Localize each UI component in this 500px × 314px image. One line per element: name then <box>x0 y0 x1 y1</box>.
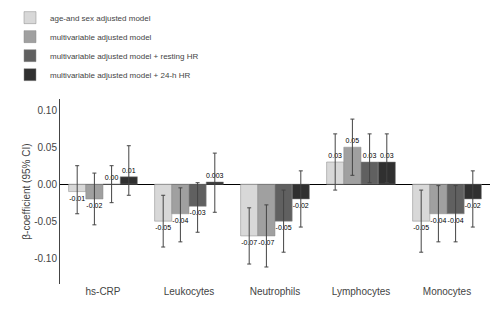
svg-text:multivariable adjusted model +: multivariable adjusted model + 24-h HR <box>50 71 191 80</box>
svg-text:-0.07: -0.07 <box>241 239 257 246</box>
svg-text:0.00: 0.00 <box>38 179 58 190</box>
svg-text:0.10: 0.10 <box>38 105 58 116</box>
svg-text:-0.04: -0.04 <box>430 217 446 224</box>
svg-text:-0.02: -0.02 <box>293 202 309 209</box>
svg-text:0.03: 0.03 <box>363 152 377 159</box>
svg-text:-0.05: -0.05 <box>413 224 429 231</box>
svg-text:0.03: 0.03 <box>328 152 342 159</box>
svg-text:Lymphocytes: Lymphocytes <box>332 286 391 297</box>
svg-text:β-coefficient (95% CI): β-coefficient (95% CI) <box>21 143 32 239</box>
svg-text:-0.02: -0.02 <box>86 202 102 209</box>
svg-text:-0.04: -0.04 <box>172 217 188 224</box>
svg-text:hs-CRP: hs-CRP <box>85 286 120 297</box>
svg-text:-0.04: -0.04 <box>448 217 464 224</box>
svg-text:Monocytes: Monocytes <box>423 286 471 297</box>
svg-text:-0.03: -0.03 <box>190 209 206 216</box>
svg-text:0.05: 0.05 <box>38 142 58 153</box>
svg-text:0.05: 0.05 <box>346 137 360 144</box>
svg-text:age-and sex adjusted model: age-and sex adjusted model <box>50 14 151 23</box>
svg-text:-0.02: -0.02 <box>465 202 481 209</box>
svg-text:0.01: 0.01 <box>122 167 136 174</box>
svg-text:-0.10: -0.10 <box>34 253 57 264</box>
svg-text:0.003: 0.003 <box>206 172 224 179</box>
svg-text:-0.05: -0.05 <box>276 224 292 231</box>
svg-text:Leukocytes: Leukocytes <box>164 286 215 297</box>
svg-text:multivariable adjusted model: multivariable adjusted model <box>50 33 152 42</box>
svg-text:-0.05: -0.05 <box>155 224 171 231</box>
svg-text:Neutrophils: Neutrophils <box>250 286 301 297</box>
svg-text:multivariable adjusted model +: multivariable adjusted model + resting H… <box>50 52 199 61</box>
svg-text:-0.07: -0.07 <box>258 239 274 246</box>
svg-text:-0.05: -0.05 <box>34 216 57 227</box>
svg-text:0.00: 0.00 <box>105 174 119 181</box>
svg-text:0.03: 0.03 <box>380 152 394 159</box>
svg-text:-0.01: -0.01 <box>69 195 85 202</box>
